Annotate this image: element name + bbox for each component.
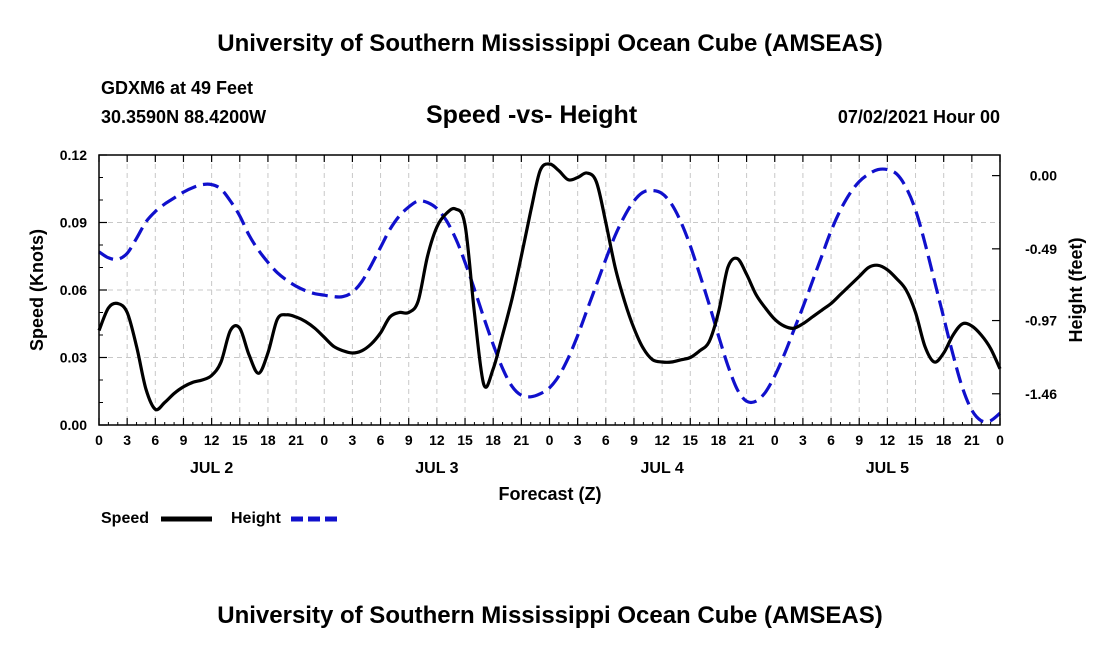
x-tick-label: 3 xyxy=(574,432,582,448)
x-day-label: JUL 4 xyxy=(640,460,683,477)
x-tick-label: 12 xyxy=(880,432,896,448)
station-location: 30.3590N 88.4200W xyxy=(101,107,267,127)
legend-height-label: Height xyxy=(231,510,281,527)
x-tick-label: 6 xyxy=(377,432,385,448)
x-tick-label: 21 xyxy=(514,432,530,448)
station-label: GDXM6 at 49 Feet xyxy=(101,78,254,98)
y2-tick-label: -0.97 xyxy=(1025,313,1057,329)
y-tick-label: 0.03 xyxy=(60,350,87,366)
x-day-label: JUL 3 xyxy=(415,460,458,477)
height-series-line xyxy=(98,167,1002,424)
x-tick-label: 0 xyxy=(771,432,779,448)
x-tick-label: 18 xyxy=(485,432,501,448)
x-tick-label: 6 xyxy=(602,432,610,448)
x-tick-label: 0 xyxy=(320,432,328,448)
y-tick-label: 0.12 xyxy=(60,147,87,163)
x-tick-label: 21 xyxy=(288,432,304,448)
x-tick-label: 18 xyxy=(711,432,727,448)
x-tick-label: 3 xyxy=(349,432,357,448)
x-tick-label: 21 xyxy=(739,432,755,448)
x-tick-label: 0 xyxy=(95,432,103,448)
x-tick-label: 15 xyxy=(232,432,248,448)
x-tick-label: 6 xyxy=(827,432,835,448)
x-tick-label: 12 xyxy=(429,432,445,448)
x-tick-label: 15 xyxy=(908,432,924,448)
y2-tick-label: 0.00 xyxy=(1030,168,1057,184)
speed-series-line xyxy=(97,162,1002,412)
x-tick-label: 0 xyxy=(546,432,554,448)
x-tick-label: 9 xyxy=(180,432,188,448)
x-axis-label: Forecast (Z) xyxy=(498,484,601,504)
y2-tick-label: -1.46 xyxy=(1025,386,1057,402)
x-tick-label: 12 xyxy=(654,432,670,448)
axes: 0 3 6 9 12 15 18 21 0 3 6 9 12 15 18 21 0 3 6 9 12 15 18 21 0 3 6 9… xyxy=(60,147,1057,477)
y-tick-label: 0.06 xyxy=(60,282,87,298)
y-axis-label: Speed (Knots) xyxy=(27,229,47,351)
x-tick-label: 18 xyxy=(260,432,276,448)
x-tick-label: 0 xyxy=(996,432,1004,448)
x-tick-label: 6 xyxy=(151,432,159,448)
x-tick-label: 9 xyxy=(630,432,638,448)
x-tick-label: 15 xyxy=(682,432,698,448)
series-layer xyxy=(97,162,1002,424)
legend-speed-label: Speed xyxy=(101,510,150,527)
x-tick-label: 3 xyxy=(123,432,131,448)
x-tick-label: 9 xyxy=(855,432,863,448)
y-tick-label: 0.09 xyxy=(60,215,87,231)
grid xyxy=(99,155,1000,425)
x-day-label: JUL 2 xyxy=(190,460,233,477)
x-tick-label: 18 xyxy=(936,432,952,448)
x-tick-label: 21 xyxy=(964,432,980,448)
y2-tick-label: -0.49 xyxy=(1025,241,1057,257)
x-day-label: JUL 5 xyxy=(866,460,909,477)
forecast-datetime: 07/02/2021 Hour 00 xyxy=(837,107,1000,127)
y2-axis-label: Height (feet) xyxy=(1066,238,1086,343)
page-title: University of Southern Mississippi Ocean… xyxy=(217,30,883,57)
x-tick-label: 12 xyxy=(204,432,220,448)
x-tick-label: 15 xyxy=(457,432,473,448)
x-tick-label: 9 xyxy=(405,432,413,448)
chart-title: Speed -vs- Height xyxy=(426,101,638,129)
footer-title: University of Southern Mississippi Ocean… xyxy=(217,602,883,629)
y-tick-label: 0.00 xyxy=(60,417,87,433)
x-tick-label: 3 xyxy=(799,432,807,448)
